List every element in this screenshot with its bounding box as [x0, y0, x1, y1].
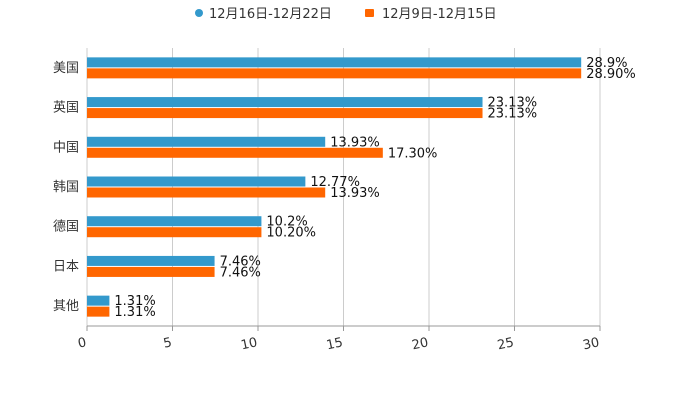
- x-tick-label: 30: [582, 335, 601, 353]
- data-label-series-2: 1.31%: [114, 305, 155, 320]
- legend-label-series-2[interactable]: 12月9日-12月15日: [382, 7, 497, 22]
- category-label: 韩国: [53, 180, 79, 195]
- bar-series-2[interactable]: [87, 306, 110, 317]
- data-label-series-1: 28.9%: [586, 56, 627, 71]
- bar-series-2[interactable]: [87, 147, 383, 158]
- data-label-series-2: 28.90%: [586, 67, 636, 82]
- data-label-series-1: 10.2%: [266, 215, 307, 230]
- data-label-series-2: 13.93%: [330, 186, 380, 201]
- bars: 28.9%28.90% 23.13%23.13% 13.93% 17.30% 12.77…: [87, 56, 636, 320]
- category-label: 英国: [53, 101, 79, 116]
- data-label-series-2: 17.30%: [388, 146, 438, 161]
- bar-series-1[interactable]: [87, 97, 483, 108]
- x-tick-label: 10: [240, 335, 259, 353]
- x-tick-label: 15: [325, 335, 344, 353]
- data-label-series-1: 23.13%: [488, 96, 538, 111]
- x-tick-label: 25: [496, 335, 515, 353]
- bar-series-1[interactable]: [87, 216, 262, 227]
- data-label-series-1: 7.46%: [220, 254, 261, 269]
- data-label-series-1: 12.77%: [310, 175, 360, 190]
- x-axis: 0 5 10 15 20 25 30: [77, 325, 601, 353]
- bar-series-2[interactable]: [87, 68, 582, 79]
- bar-series-1[interactable]: [87, 136, 326, 147]
- bar-series-1[interactable]: [87, 57, 582, 68]
- category-label: 其他: [53, 299, 79, 314]
- data-label-series-2: 23.13%: [488, 107, 538, 122]
- legend: 12月16日-12月22日 12月9日-12月15日: [195, 7, 497, 22]
- bar-series-2[interactable]: [87, 227, 262, 238]
- bar-series-1[interactable]: [87, 176, 306, 187]
- category-label: 美国: [53, 61, 79, 76]
- legend-marker-series-2: [365, 9, 374, 17]
- bar-series-2[interactable]: [87, 108, 483, 119]
- data-label-series-2: 10.20%: [266, 226, 316, 241]
- grid: [86, 48, 601, 326]
- x-tick-label: 5: [162, 335, 173, 351]
- category-label: 中国: [53, 140, 79, 155]
- x-tick-label: 0: [77, 335, 88, 351]
- legend-marker-series-1: [195, 9, 203, 17]
- data-label-series-2: 7.46%: [220, 265, 261, 280]
- data-label-series-1: 1.31%: [114, 294, 155, 309]
- category-label: 日本: [53, 259, 79, 274]
- bar-series-2[interactable]: [87, 187, 326, 198]
- x-tick-label: 20: [411, 335, 430, 353]
- legend-label-series-1[interactable]: 12月16日-12月22日: [209, 7, 332, 22]
- category-label: 德国: [53, 220, 79, 235]
- bar-series-1[interactable]: [87, 295, 110, 306]
- data-label-series-1: 13.93%: [330, 135, 380, 150]
- bar-series-1[interactable]: [87, 255, 215, 266]
- bar-series-2[interactable]: [87, 266, 215, 277]
